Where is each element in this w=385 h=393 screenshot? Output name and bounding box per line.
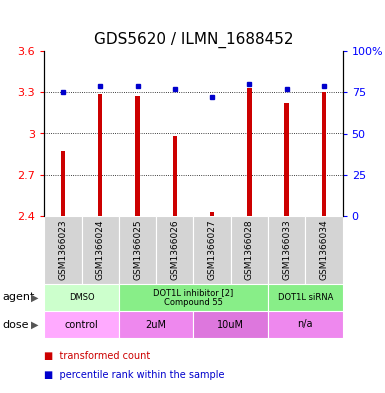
Text: GSM1366023: GSM1366023 [59, 220, 67, 280]
Bar [98, 94, 102, 216]
Bar [44, 284, 119, 311]
Bar [44, 311, 119, 338]
Text: 2uM: 2uM [146, 320, 167, 329]
Text: n/a: n/a [298, 320, 313, 329]
Bar [119, 311, 194, 338]
Text: GSM1366025: GSM1366025 [133, 220, 142, 280]
Bar [247, 88, 252, 216]
Text: ■  transformed count: ■ transformed count [44, 351, 151, 361]
Text: GSM1366026: GSM1366026 [170, 220, 179, 280]
Bar [44, 216, 82, 284]
Text: control: control [65, 320, 99, 329]
Text: agent: agent [2, 292, 34, 303]
Text: 10uM: 10uM [217, 320, 244, 329]
Text: GSM1366027: GSM1366027 [208, 220, 217, 280]
Text: GSM1366033: GSM1366033 [282, 220, 291, 280]
Bar [285, 103, 289, 216]
Text: DMSO: DMSO [69, 293, 94, 302]
Bar [119, 216, 156, 284]
Title: GDS5620 / ILMN_1688452: GDS5620 / ILMN_1688452 [94, 32, 293, 48]
Text: ■  percentile rank within the sample: ■ percentile rank within the sample [44, 370, 225, 380]
Bar [82, 216, 119, 284]
Bar [61, 151, 65, 216]
Text: DOT1L inhibitor [2]
Compound 55: DOT1L inhibitor [2] Compound 55 [153, 288, 234, 307]
Bar [194, 216, 231, 284]
Text: dose: dose [2, 320, 28, 329]
Text: GSM1366028: GSM1366028 [245, 220, 254, 280]
Bar [305, 216, 343, 284]
Bar [322, 92, 326, 216]
Text: GSM1366034: GSM1366034 [320, 220, 328, 280]
Bar [210, 212, 214, 216]
Text: ▶: ▶ [31, 292, 38, 303]
Text: GSM1366024: GSM1366024 [96, 220, 105, 280]
Bar [194, 311, 268, 338]
Bar [231, 216, 268, 284]
Bar [172, 136, 177, 216]
Text: DOT1L siRNA: DOT1L siRNA [278, 293, 333, 302]
Bar [156, 216, 194, 284]
Bar [268, 284, 343, 311]
Bar [268, 216, 305, 284]
Bar [119, 284, 268, 311]
Bar [268, 311, 343, 338]
Text: ▶: ▶ [31, 320, 38, 329]
Bar [135, 96, 140, 216]
